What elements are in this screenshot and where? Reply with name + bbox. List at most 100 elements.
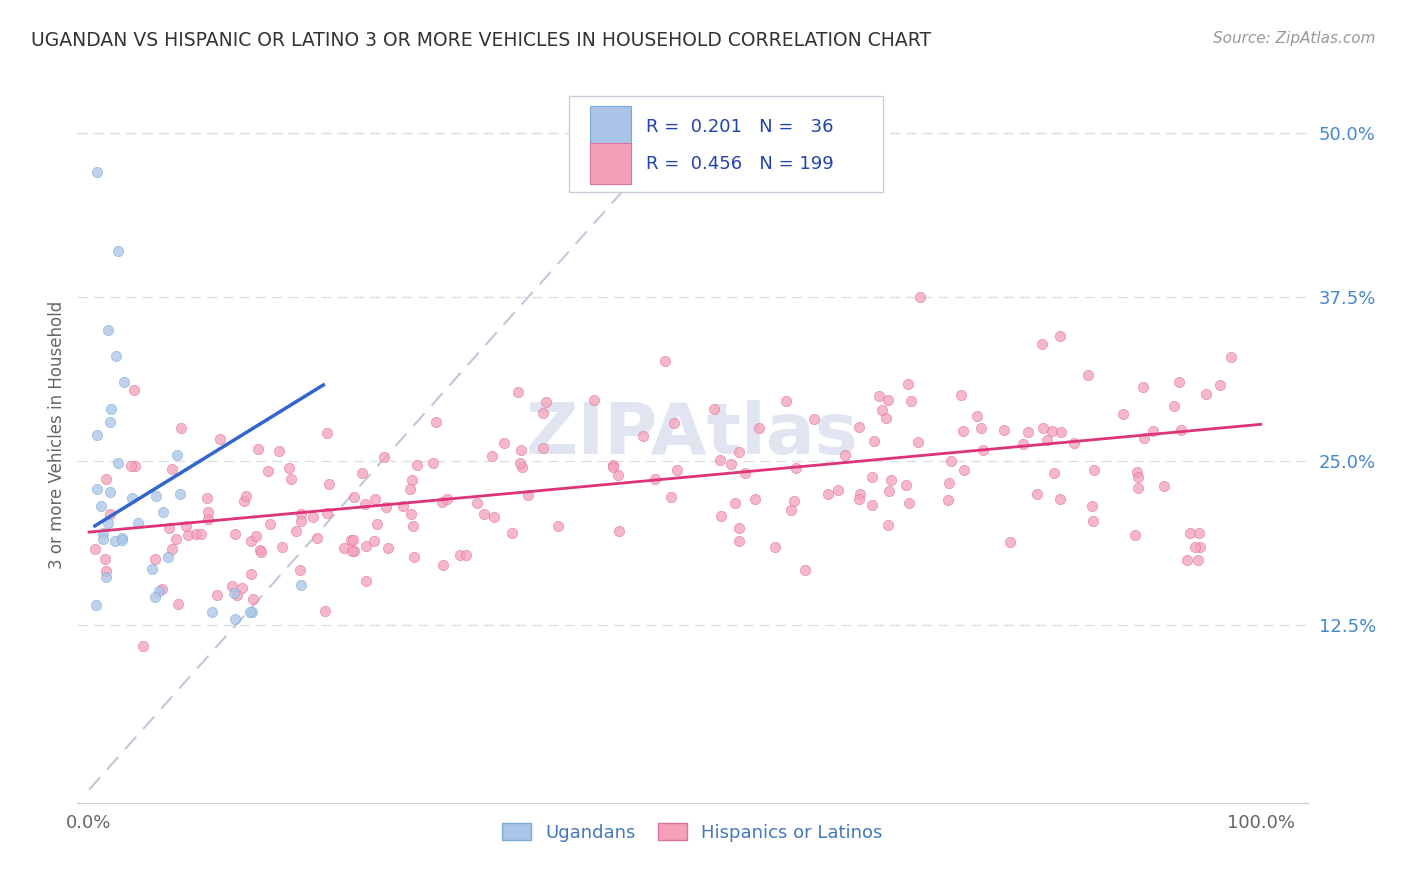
Point [785, 460, 807, 475]
Point [100, 401, 122, 416]
Point [875, 411, 897, 425]
Point [897, 376, 920, 391]
Point [454, 548, 477, 562]
Point [157, 521, 180, 535]
Point [703, 402, 725, 417]
Point [1077, 368, 1099, 382]
Point [1163, 399, 1185, 413]
Point [257, 464, 280, 478]
Point [907, 434, 929, 449]
FancyBboxPatch shape [569, 96, 883, 192]
Point [167, 597, 190, 611]
Point [233, 494, 256, 508]
Point [834, 448, 856, 462]
Point [436, 491, 458, 506]
Point [709, 452, 731, 467]
Point [148, 584, 170, 599]
Point [531, 406, 554, 420]
Point [728, 445, 751, 459]
Point [422, 456, 444, 470]
Point [239, 605, 262, 619]
Point [860, 469, 883, 483]
Point [84, 542, 107, 557]
Point [245, 528, 267, 542]
Point [305, 531, 328, 545]
Point [190, 527, 212, 541]
Point [91, 526, 114, 541]
Point [184, 527, 207, 541]
Point [1133, 432, 1156, 446]
Point [779, 503, 801, 517]
Point [98, 507, 121, 521]
Point [377, 541, 399, 556]
Point [449, 548, 471, 562]
Text: Source: ZipAtlas.com: Source: ZipAtlas.com [1212, 31, 1375, 46]
Point [150, 582, 173, 597]
Point [157, 549, 180, 564]
Point [122, 383, 145, 397]
Point [290, 507, 312, 521]
Text: R =  0.456   N = 199: R = 0.456 N = 199 [645, 154, 834, 172]
Point [124, 458, 146, 473]
Point [517, 488, 540, 502]
Point [239, 566, 262, 581]
Point [162, 542, 184, 557]
Point [970, 420, 993, 434]
Point [998, 534, 1021, 549]
Point [401, 473, 423, 487]
Point [239, 533, 262, 548]
Point [1112, 407, 1135, 421]
Point [280, 472, 302, 486]
Point [1081, 515, 1104, 529]
Point [86, 427, 108, 442]
Point [290, 578, 312, 592]
Point [665, 463, 688, 477]
Point [1126, 481, 1149, 495]
Point [94, 564, 117, 578]
Point [104, 533, 127, 548]
Text: R =  0.201   N =   36: R = 0.201 N = 36 [645, 118, 834, 136]
Point [110, 532, 132, 546]
Point [880, 473, 903, 487]
Point [1175, 552, 1198, 566]
Bar [591, 106, 631, 147]
Point [744, 491, 766, 506]
Point [506, 385, 529, 400]
Point [316, 426, 339, 441]
Point [224, 585, 246, 599]
Point [1153, 479, 1175, 493]
Point [1040, 424, 1063, 438]
Point [290, 563, 312, 577]
Point [404, 550, 426, 565]
Point [547, 518, 569, 533]
Point [94, 570, 117, 584]
Point [1168, 376, 1191, 390]
Point [366, 516, 388, 531]
Point [94, 552, 117, 566]
Point [494, 436, 516, 450]
Point [270, 540, 292, 554]
Point [536, 394, 558, 409]
Point [94, 472, 117, 486]
Point [783, 493, 806, 508]
Point [993, 423, 1015, 437]
Point [152, 505, 174, 519]
Point [1080, 499, 1102, 513]
Point [197, 491, 219, 506]
Point [402, 518, 425, 533]
Point [93, 532, 115, 546]
Point [120, 458, 142, 473]
Point [631, 428, 654, 442]
Point [200, 605, 222, 619]
Point [231, 581, 253, 595]
Point [363, 533, 385, 548]
Point [249, 542, 271, 557]
Y-axis label: 3 or more Vehicles in Household: 3 or more Vehicles in Household [48, 301, 66, 569]
Point [112, 376, 135, 390]
Point [1043, 466, 1066, 480]
Point [848, 486, 870, 500]
Point [472, 507, 495, 521]
Point [775, 394, 797, 409]
Point [107, 244, 129, 258]
Point [165, 533, 187, 547]
